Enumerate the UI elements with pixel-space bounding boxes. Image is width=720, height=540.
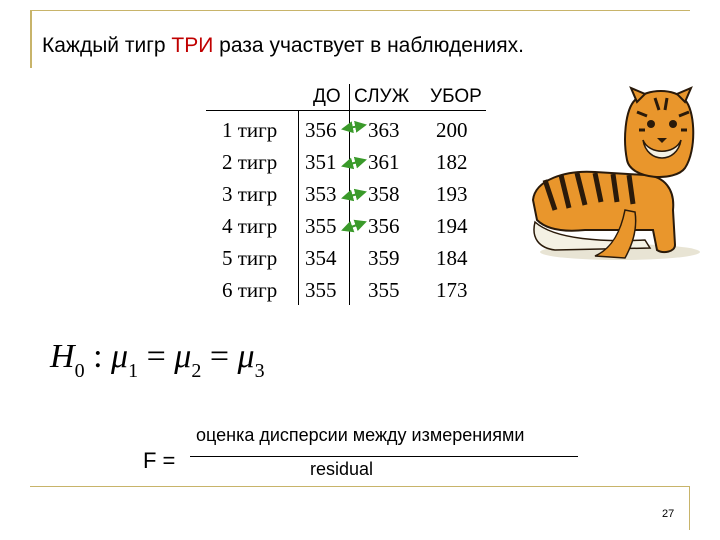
pair-arrow-1	[341, 120, 367, 134]
h-symbol: H	[50, 338, 75, 375]
row-name: 1 тигр	[222, 118, 278, 142]
f-label: F =	[143, 448, 176, 473]
page-number: 27	[662, 508, 675, 520]
row-name: 6 тигр	[222, 278, 278, 302]
cell-ubor: 182	[436, 150, 468, 174]
mu-2-subscript: 2	[191, 360, 202, 382]
hypothesis-formula: H0 : μ1 = μ2 = μ3	[50, 338, 265, 382]
table-column-divider-1	[298, 110, 299, 305]
f-denominator: residual	[310, 459, 374, 479]
equals-1: =	[146, 338, 166, 375]
cell-ubor: 193	[436, 182, 468, 206]
cell-do: 355	[305, 214, 337, 238]
cell-sluzh: 356	[368, 214, 400, 238]
row-name: 4 тигр	[222, 214, 278, 238]
cell-do: 353	[305, 182, 337, 206]
table-header-divider	[206, 110, 486, 111]
mu-1-subscript: 1	[128, 360, 139, 382]
pair-arrow-3	[341, 188, 367, 202]
mu-3: μ	[237, 338, 255, 375]
colon-symbol: :	[93, 338, 103, 375]
cell-sluzh: 361	[368, 150, 400, 174]
slide-title: Каждый тигр ТРИ раза участвует в наблюде…	[42, 34, 524, 58]
mu-2: μ	[174, 338, 192, 375]
h-subscript: 0	[74, 360, 85, 382]
equals-2: =	[209, 338, 230, 375]
cell-do: 355	[305, 278, 337, 302]
header-ubor: УБОР	[430, 86, 482, 107]
row-name: 5 тигр	[222, 246, 278, 270]
pair-arrow-2	[341, 156, 367, 170]
cell-sluzh: 355	[368, 278, 400, 302]
frame-bottom-line	[30, 486, 690, 487]
frame-top-line	[30, 10, 690, 11]
cell-ubor: 194	[436, 214, 468, 238]
fraction-bar	[190, 456, 578, 457]
row-name: 3 тигр	[222, 182, 278, 206]
header-do: ДО	[313, 86, 341, 107]
frame-left-line	[30, 10, 32, 68]
f-numerator: оценка дисперсии между измерениями	[196, 425, 525, 445]
mu-3-subscript: 3	[254, 360, 265, 382]
header-sluzh: СЛУЖ	[354, 86, 410, 107]
cell-ubor: 184	[436, 246, 468, 270]
title-highlight: ТРИ	[171, 34, 214, 57]
row-name: 2 тигр	[222, 150, 278, 174]
title-before: Каждый тигр	[42, 34, 172, 57]
cell-sluzh: 358	[368, 182, 400, 206]
title-after: раза участвует в наблюдениях.	[213, 34, 524, 57]
mu-1: μ	[111, 338, 129, 375]
cell-ubor: 200	[436, 118, 468, 142]
cell-sluzh: 359	[368, 246, 400, 270]
cell-ubor: 173	[436, 278, 468, 302]
cell-do: 351	[305, 150, 337, 174]
tiger-illustration	[531, 86, 700, 260]
cell-do: 354	[305, 246, 337, 270]
pair-arrow-4	[341, 219, 367, 233]
cell-do: 356	[305, 118, 337, 142]
cell-sluzh: 363	[368, 118, 400, 142]
frame-right-line	[689, 486, 690, 530]
